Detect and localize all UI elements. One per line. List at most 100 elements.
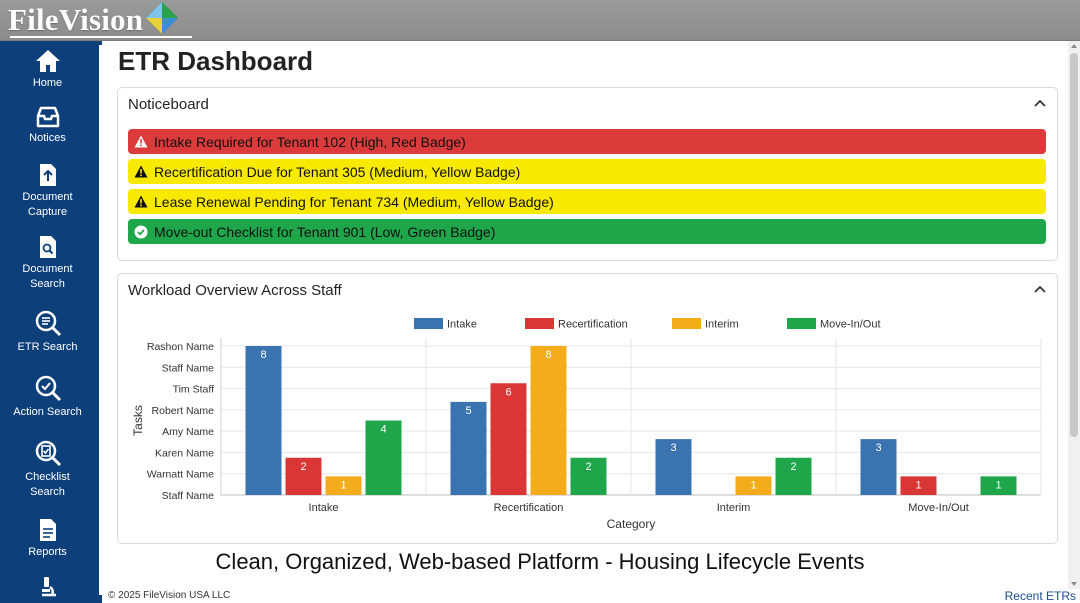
bar-value-label: 3 [670,442,676,454]
legend-label: Recertification [558,319,628,331]
sidebar-item-reports[interactable]: Reports [0,518,95,560]
bar-value-label: 2 [300,461,306,473]
sidebar-item-notices[interactable]: Notices [0,106,95,146]
y-tick-label: Rashon Name [147,341,214,353]
sidebar-item-label: Search [30,486,65,498]
notice-item-lease-renewal[interactable]: Lease Renewal Pending for Tenant 734 (Me… [128,189,1046,214]
chart-bar [570,457,607,495]
brand-underline [10,36,192,38]
bar-value-label: 1 [340,479,346,491]
sidebar-item-lab[interactable] [0,575,95,602]
workload-title: Workload Overview Across Staff [128,282,342,299]
chart-bar [775,457,812,495]
inbox-icon [36,106,59,128]
chart-bar [365,420,402,495]
scrollbar-thumb[interactable] [1070,53,1078,437]
microscope-icon [41,577,56,597]
legend-swatch [787,318,816,329]
sidebar-item-document-search[interactable]: Document Search [0,235,95,292]
sidebar-item-label: Home [32,77,63,89]
bar-value-label: 8 [545,349,551,361]
y-tick-label: Staff Name [162,490,214,502]
chart-bar [490,383,527,495]
chevron-up-icon[interactable] [1033,282,1047,296]
scroll-up-icon[interactable] [1071,44,1077,48]
legend-label: Interim [705,319,739,331]
top-header: FileVision [0,0,1080,41]
x-axis-title: Category [607,517,656,531]
notice-item-move-out[interactable]: Move-out Checklist for Tenant 901 (Low, … [128,219,1046,244]
chevron-up-icon[interactable] [1033,96,1047,110]
notice-text: Recertification Due for Tenant 305 (Medi… [154,163,521,180]
page-scrollbar[interactable] [1068,41,1080,589]
x-tick-label: Recertification [494,502,564,514]
sidebar-item-home[interactable]: Home [0,49,95,91]
sidebar-scrollbar[interactable] [99,45,103,595]
legend-swatch [672,318,701,329]
notice-text: Move-out Checklist for Tenant 901 (Low, … [154,223,496,240]
search-icon [35,375,61,402]
copyright-text: © 2025 FileVision USA LLC [108,590,231,601]
search-list-icon [35,310,61,337]
sidebar-item-etr-search[interactable]: ETR Search [0,309,95,355]
workload-chart: Intake Recertification Interim Move-In/Out R… [131,318,1042,531]
bar-value-label: 5 [465,405,471,417]
sidebar-item-label: Document [22,191,73,203]
check-circle-icon [134,225,148,239]
scroll-down-icon[interactable] [1071,582,1077,586]
bar-value-label: 1 [750,479,756,491]
bar-value-label: 8 [260,349,266,361]
upload-file-icon [39,164,56,186]
notice-text: Lease Renewal Pending for Tenant 734 (Me… [154,193,554,210]
x-tick-label: Intake [309,502,339,514]
x-tick-label: Move-In/Out [908,502,969,514]
home-icon [35,50,60,72]
y-tick-label: Karen Name [155,447,214,459]
tagline: Clean, Organized, Web-based Platform - H… [215,549,865,574]
chart-bar [285,457,322,495]
legend-label: Move-In/Out [820,319,881,331]
file-search-icon [39,236,56,258]
bar-value-label: 2 [790,461,796,473]
checklist-search-icon [35,440,61,467]
chart-bar [900,476,937,495]
legend-swatch [525,318,554,329]
sidebar-item-label: ETR Search [17,341,78,353]
y-tick-label: Tim Staff [173,384,215,396]
chart-bar [980,476,1017,495]
legend-swatch [414,318,443,329]
sidebar-item-label: Capture [27,206,68,218]
y-tick-label: Robert Name [152,405,215,417]
chart-bar [655,439,692,495]
sidebar-item-label: Notices [29,132,66,144]
notice-item-intake[interactable]: Intake Required for Tenant 102 (High, Re… [128,129,1046,154]
chart-bar [325,476,362,495]
notice-text: Intake Required for Tenant 102 (High, Re… [154,133,466,150]
chart-bar [245,346,282,495]
warning-icon [134,165,148,179]
legend-label: Intake [447,319,477,331]
bar-value-label: 4 [380,424,386,436]
y-tick-label: Staff Name [162,362,214,374]
sidebar-item-action-search[interactable]: Action Search [0,374,95,420]
notice-item-recertification[interactable]: Recertification Due for Tenant 305 (Medi… [128,159,1046,184]
y-axis-title: Tasks [131,405,145,436]
brand-logo[interactable]: FileVision [8,2,192,38]
sidebar-item-checklist-search[interactable]: Checklist Search [0,439,95,500]
sidebar-item-label: Document [22,263,73,275]
workload-panel: Workload Overview Across Staff Intake Rec… [117,273,1058,544]
noticeboard-panel: Noticeboard Intake Required for Tenant 1… [117,87,1058,261]
bar-value-label: 1 [995,479,1001,491]
sidebar-item-label: Action Search [13,406,82,418]
sidebar-item-label: Search [30,278,65,290]
bar-value-label: 6 [505,386,511,398]
chart-bar [450,401,487,495]
bar-value-label: 3 [875,442,881,454]
warning-icon [134,135,148,149]
sidebar: Home Notices Document Capture Document S… [0,41,106,603]
y-tick-label: Amy Name [162,426,214,438]
main-content: ETR Dashboard Noticeboard Intake Require… [106,41,1068,589]
sidebar-item-document-capture[interactable]: Document Capture [0,163,95,220]
x-tick-label: Interim [717,502,751,514]
recent-etrs-link[interactable]: Recent ETRs [1004,589,1076,603]
